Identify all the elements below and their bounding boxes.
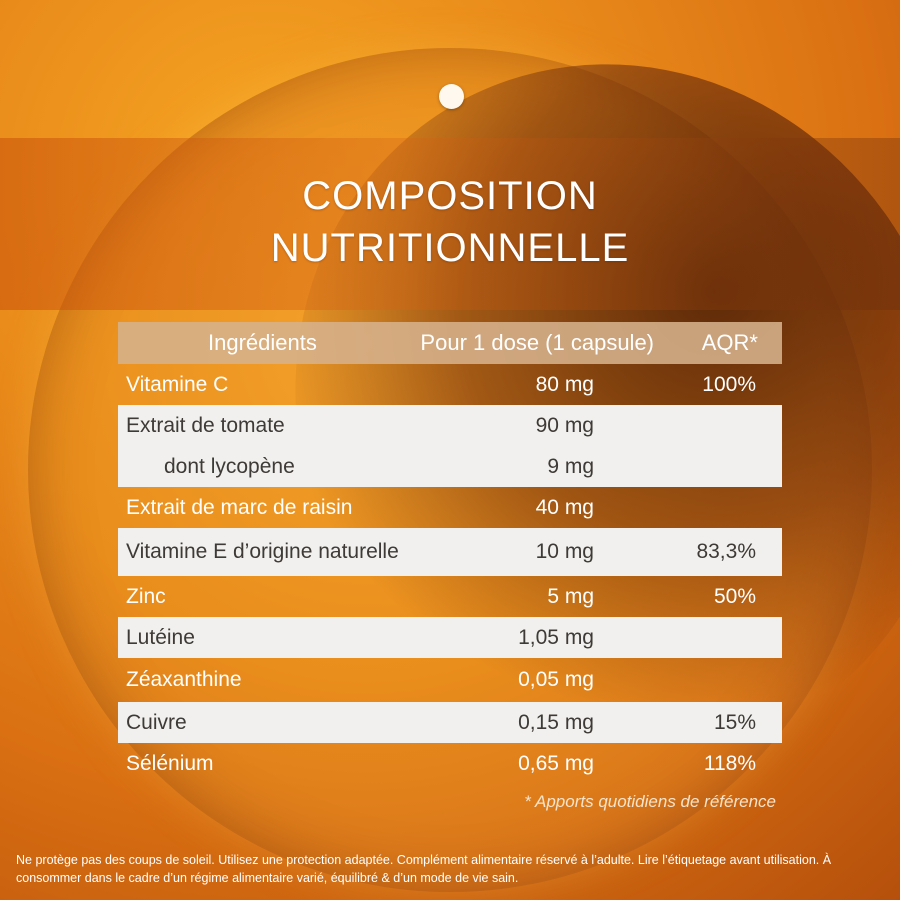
row-dose: 90 mg: [535, 414, 594, 437]
row-aqr: 118%: [703, 752, 756, 775]
table-row: Vitamine E d’origine naturelle 10 mg 83,…: [118, 528, 782, 576]
row-ingredient: Zinc: [126, 585, 166, 608]
table-header: Ingrédients Pour 1 dose (1 capsule) AQR*: [118, 322, 782, 364]
row-dose: 1,05 mg: [518, 626, 594, 649]
row-dose: 0,05 mg: [518, 668, 594, 691]
row-ingredient: Vitamine C: [126, 373, 229, 396]
row-aqr: 15%: [713, 711, 756, 734]
hang-hole: [439, 84, 464, 109]
title-line-1: COMPOSITION: [302, 174, 598, 218]
table-row: Zéaxanthine 0,05 mg: [118, 658, 782, 702]
header-ingredient: Ingrédients: [208, 330, 317, 355]
row-dose: 40 mg: [535, 496, 594, 519]
table-row: Vitamine C 80 mg 100%: [118, 364, 782, 405]
nutrition-table: Ingrédients Pour 1 dose (1 capsule) AQR*…: [118, 322, 782, 784]
title-band: [0, 138, 900, 310]
title-line-2: NUTRITIONNELLE: [270, 226, 630, 270]
row-aqr: 83,3%: [696, 540, 756, 563]
page-title: COMPOSITION NUTRITIONNELLE: [0, 170, 900, 274]
row-dose: 0,15 mg: [518, 711, 594, 734]
header-dose: Pour 1 dose (1 capsule): [420, 330, 654, 355]
table-row: Extrait de tomate 90 mg dont lycopène 9 …: [118, 405, 782, 487]
row-aqr: 100%: [702, 373, 756, 396]
table-row: Lutéine 1,05 mg: [118, 617, 782, 658]
row-dose: 10 mg: [535, 540, 594, 563]
legal-disclaimer: Ne protège pas des coups de soleil. Util…: [16, 853, 832, 885]
row-ingredient: Zéaxanthine: [126, 668, 242, 691]
row-ingredient: Extrait de tomate: [126, 414, 285, 437]
row-dose: 80 mg: [535, 373, 594, 396]
aqr-footnote: * Apports quotidiens de référence: [524, 792, 776, 811]
row-aqr: 50%: [713, 585, 756, 608]
header-aqr: AQR*: [701, 330, 758, 355]
row-sub-ingredient: dont lycopène: [164, 455, 295, 478]
row-ingredient: Cuivre: [126, 711, 187, 734]
row-dose: 0,65 mg: [518, 752, 594, 775]
table-row: Cuivre 0,15 mg 15%: [118, 702, 782, 743]
row-ingredient: Extrait de marc de raisin: [126, 496, 353, 519]
table-row: Sélénium 0,65 mg 118%: [118, 743, 782, 784]
row-ingredient: Sélénium: [126, 752, 214, 775]
row-ingredient: Lutéine: [126, 626, 195, 649]
table-row: Extrait de marc de raisin 40 mg: [118, 487, 782, 528]
table-row: Zinc 5 mg 50%: [118, 576, 782, 617]
row-ingredient: Vitamine E d’origine naturelle: [126, 540, 399, 563]
row-dose: 5 mg: [547, 585, 594, 608]
row-sub-dose: 9 mg: [547, 455, 594, 478]
